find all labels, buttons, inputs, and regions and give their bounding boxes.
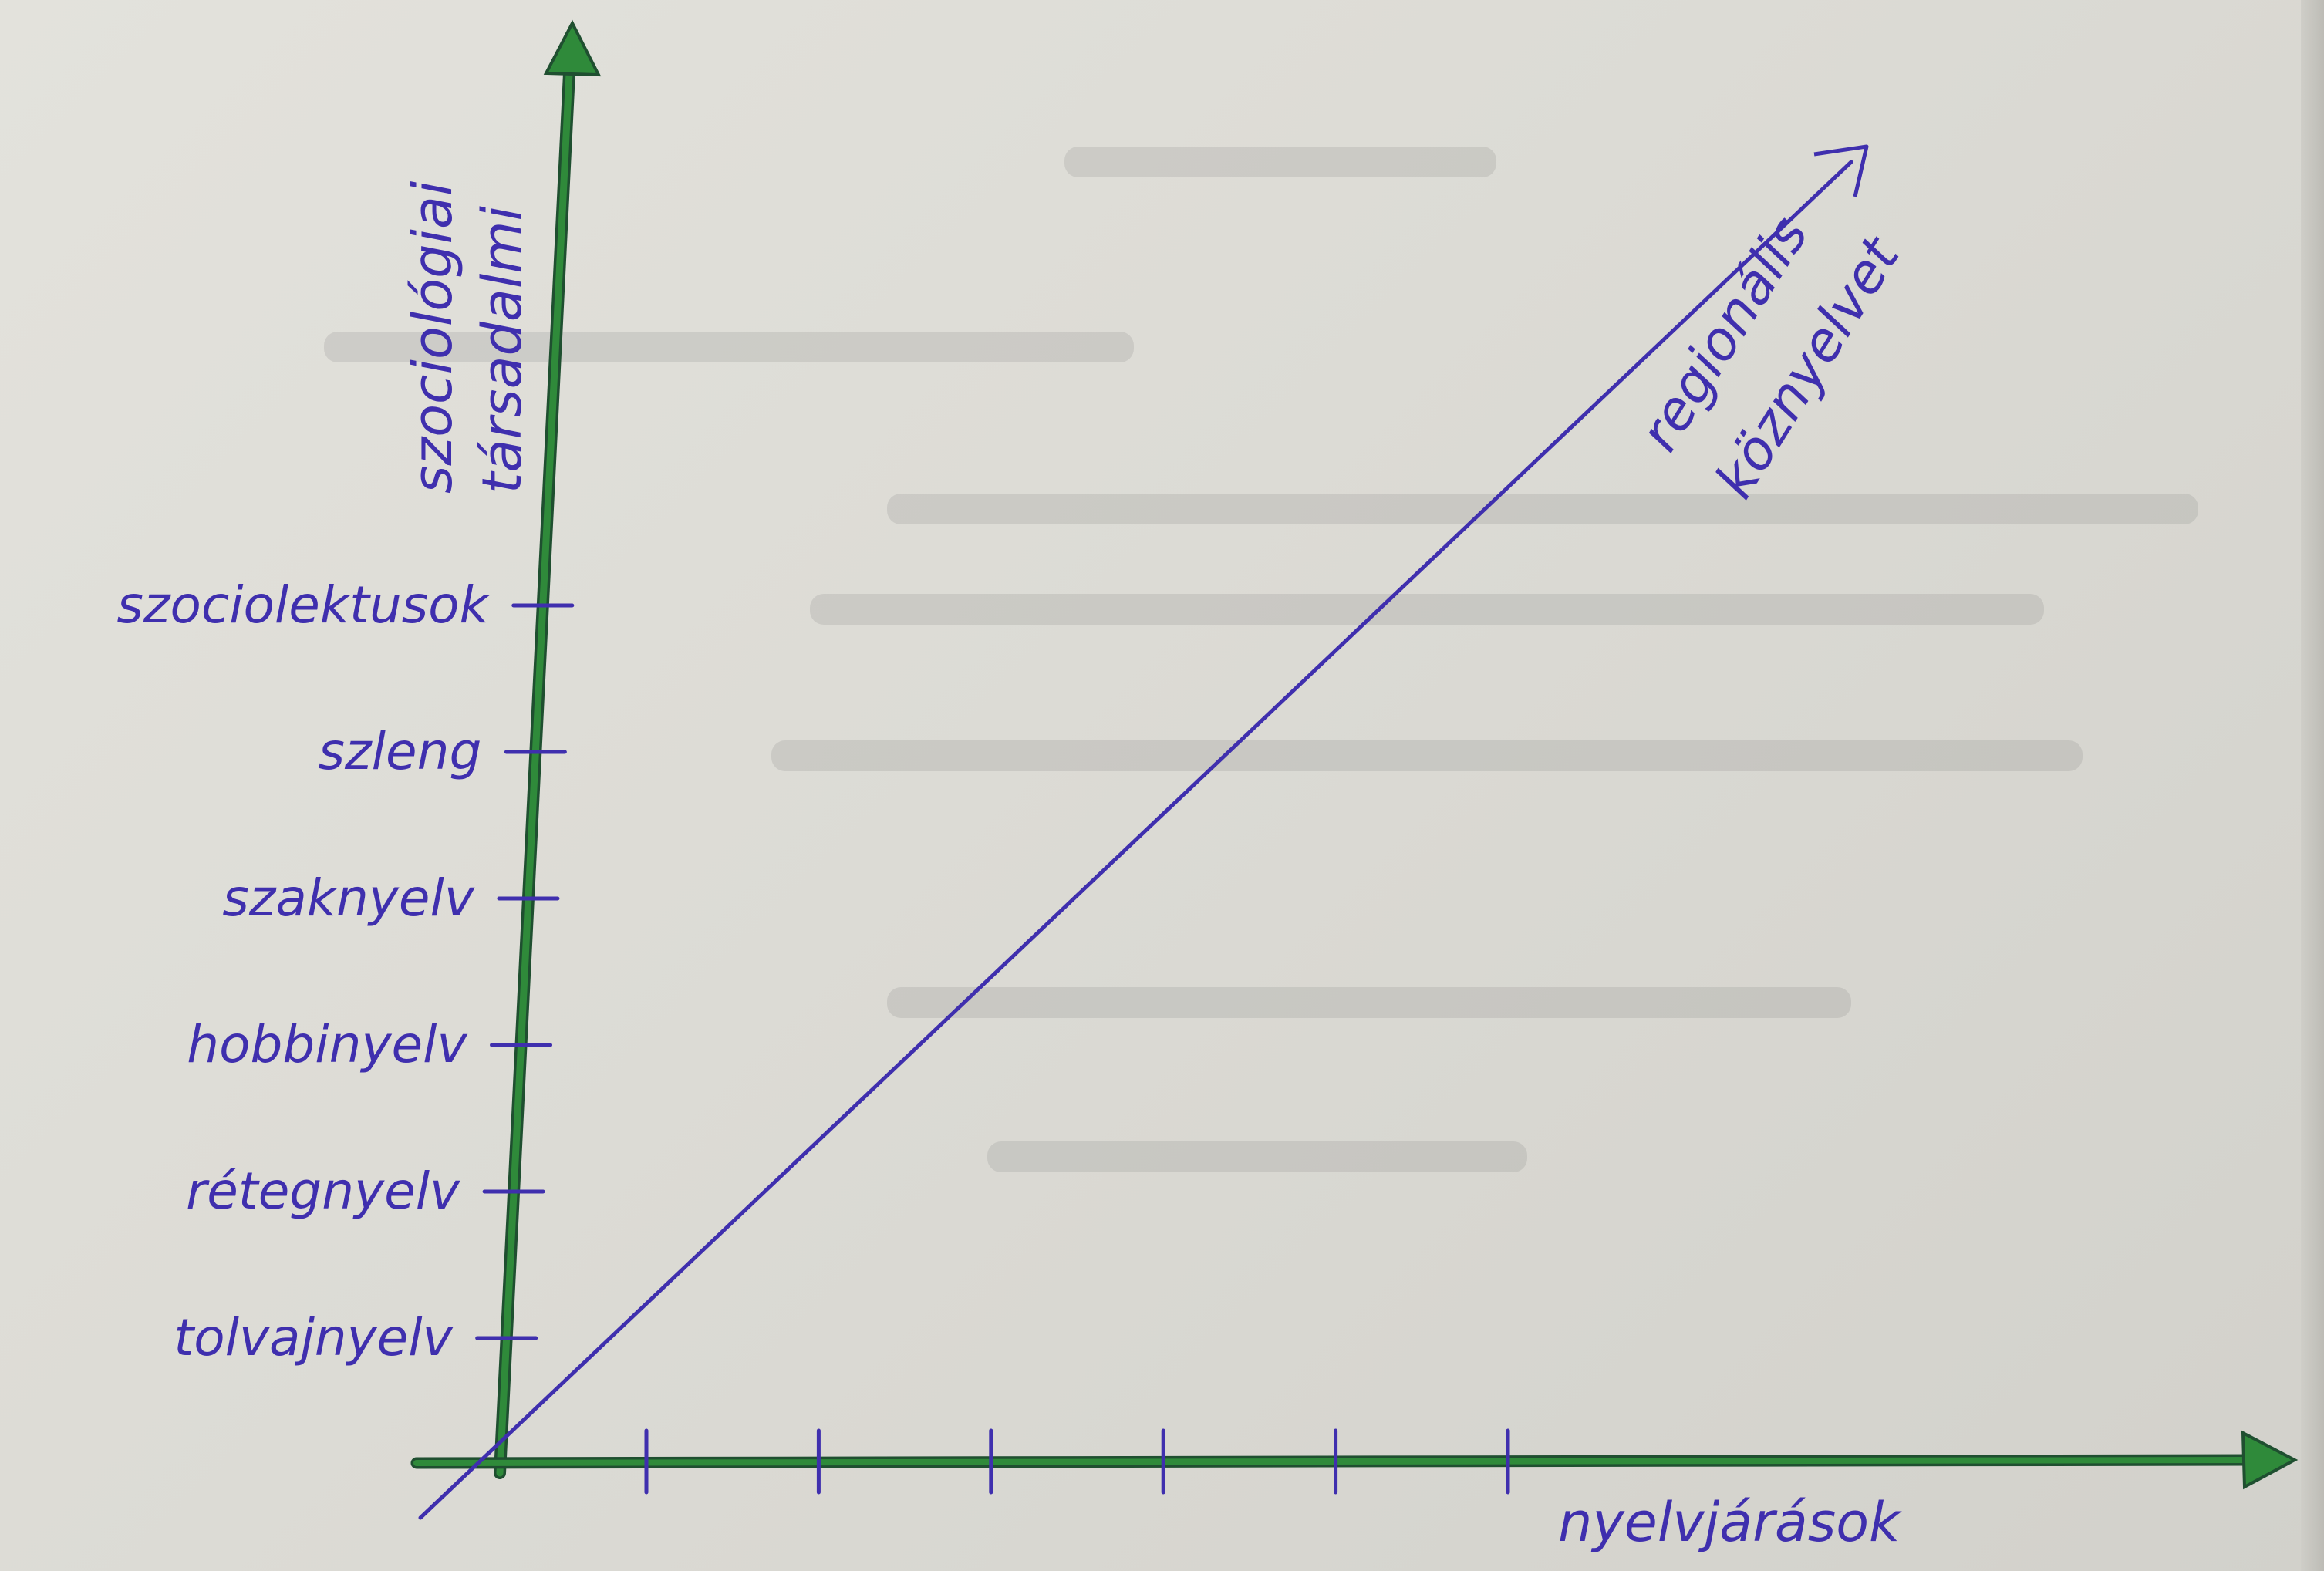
page-edge xyxy=(2301,0,2324,1571)
y-level-label-5: szleng xyxy=(319,722,482,781)
y-axis-title-line-1: szociológiai xyxy=(401,180,464,494)
y-axis-line-highlight xyxy=(496,39,575,1477)
diagonal-axis-arrowhead xyxy=(1813,144,1869,197)
x-axis-line-highlight xyxy=(413,1457,2263,1466)
x-axis xyxy=(410,1430,2299,1490)
diagonal-axis-line xyxy=(418,160,1853,1520)
y-axis-level-labels: tolvajnyelv rétegnyelv hobbinyelv szaknyelv… xyxy=(117,575,491,1367)
y-level-label-2: rétegnyelv xyxy=(186,1161,460,1221)
y-axis-title-line-2: társadalmi xyxy=(471,206,534,494)
y-level-label-3: hobbinyelv xyxy=(187,1015,467,1074)
y-axis-ticks xyxy=(475,603,575,1340)
x-axis-title: nyelvjárások xyxy=(1558,1491,1902,1554)
y-axis-arrowhead xyxy=(543,19,602,77)
y-level-label-1: tolvajnyelv xyxy=(174,1308,453,1367)
y-level-label-4: szaknyelv xyxy=(222,868,475,928)
x-axis-ticks xyxy=(644,1428,1510,1495)
y-level-label-6: szociolektusok xyxy=(117,575,491,635)
diagonal-axis xyxy=(418,144,1869,1520)
diagonal-axis-title: regionális köznyelvet xyxy=(1627,205,1913,509)
x-axis-arrowhead xyxy=(2241,1430,2299,1490)
y-axis-title: szociológiai társadalmi xyxy=(401,180,534,494)
y-axis xyxy=(494,19,602,1479)
faint-background-text xyxy=(324,147,2198,1172)
